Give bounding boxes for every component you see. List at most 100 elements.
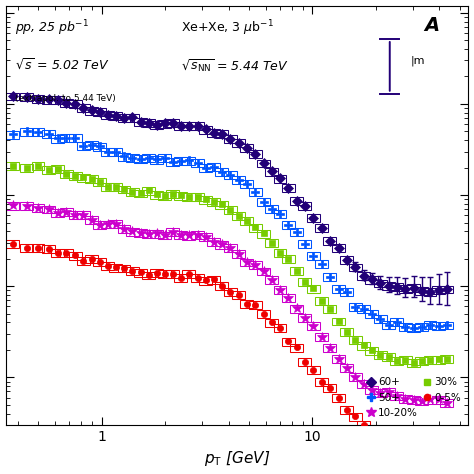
Bar (399, 356, 411, 364)
Bar (60, 208, 73, 216)
Bar (374, 315, 386, 323)
Bar (332, 318, 345, 326)
Bar (282, 221, 295, 229)
Bar (207, 238, 220, 246)
Bar (126, 228, 138, 236)
Bar (307, 285, 319, 292)
Bar (440, 437, 453, 445)
Bar (265, 205, 278, 213)
Bar (77, 104, 90, 112)
Bar (199, 277, 212, 285)
Bar (224, 244, 237, 252)
Bar (216, 130, 228, 138)
Bar (109, 148, 122, 156)
Bar (224, 171, 237, 179)
Bar (290, 344, 303, 352)
Bar (7, 240, 19, 248)
Bar (224, 288, 237, 296)
Bar (150, 191, 163, 199)
Bar (101, 183, 114, 191)
Bar (249, 261, 262, 269)
Bar (440, 285, 453, 293)
Bar (20, 244, 33, 252)
Bar (340, 406, 353, 414)
Bar (349, 413, 362, 420)
Bar (382, 435, 395, 443)
Bar (332, 244, 345, 252)
Bar (51, 249, 64, 257)
Bar (93, 221, 106, 229)
Bar (85, 141, 98, 149)
Bar (365, 310, 378, 318)
Bar (207, 129, 220, 137)
Bar (60, 134, 73, 142)
Bar (440, 321, 453, 329)
X-axis label: $p_{\mathrm{T}}$ [GeV]: $p_{\mathrm{T}}$ [GeV] (204, 449, 270, 468)
Bar (182, 157, 195, 164)
Bar (315, 224, 328, 232)
Bar (423, 356, 437, 364)
Bar (93, 258, 106, 266)
Bar (357, 421, 370, 429)
Bar (101, 148, 114, 156)
Bar (432, 322, 445, 330)
Bar (323, 273, 336, 281)
Bar (391, 319, 403, 326)
Bar (432, 434, 445, 442)
Bar (85, 175, 98, 183)
Bar (142, 119, 155, 127)
Bar (142, 187, 155, 195)
Bar (20, 93, 33, 100)
Bar (69, 135, 82, 142)
Bar (109, 264, 122, 272)
Bar (365, 275, 378, 283)
Bar (323, 344, 336, 352)
Bar (77, 142, 90, 150)
Bar (423, 396, 437, 403)
Bar (415, 287, 428, 295)
Bar (20, 128, 33, 136)
Bar (340, 256, 353, 264)
Bar (118, 114, 130, 122)
Bar (349, 374, 362, 381)
Bar (249, 188, 262, 196)
Bar (42, 96, 55, 103)
Bar (93, 178, 106, 186)
Bar (432, 356, 445, 364)
Bar (93, 143, 106, 151)
Bar (240, 180, 253, 188)
Bar (69, 211, 82, 219)
Bar (407, 433, 420, 441)
Bar (174, 191, 187, 200)
Bar (332, 355, 345, 363)
Bar (93, 108, 106, 116)
Bar (51, 209, 64, 217)
Bar (20, 202, 33, 210)
Bar (77, 257, 90, 265)
Bar (415, 436, 428, 444)
Bar (440, 355, 453, 363)
Bar (349, 264, 362, 272)
Bar (265, 276, 278, 284)
Bar (158, 192, 171, 200)
Bar (32, 204, 45, 212)
Bar (207, 275, 220, 283)
Bar (232, 139, 245, 147)
Bar (315, 260, 328, 268)
Bar (357, 305, 370, 313)
Bar (69, 173, 82, 180)
Bar (232, 176, 245, 184)
Bar (191, 159, 204, 167)
Bar (399, 435, 411, 443)
Bar (349, 336, 362, 344)
Bar (134, 269, 147, 276)
Bar (249, 150, 262, 158)
Bar (290, 197, 303, 205)
Bar (207, 198, 220, 206)
Bar (199, 233, 212, 241)
Bar (134, 190, 147, 198)
Bar (273, 174, 286, 182)
Bar (51, 165, 64, 173)
Text: A: A (425, 16, 439, 35)
Bar (340, 328, 353, 336)
